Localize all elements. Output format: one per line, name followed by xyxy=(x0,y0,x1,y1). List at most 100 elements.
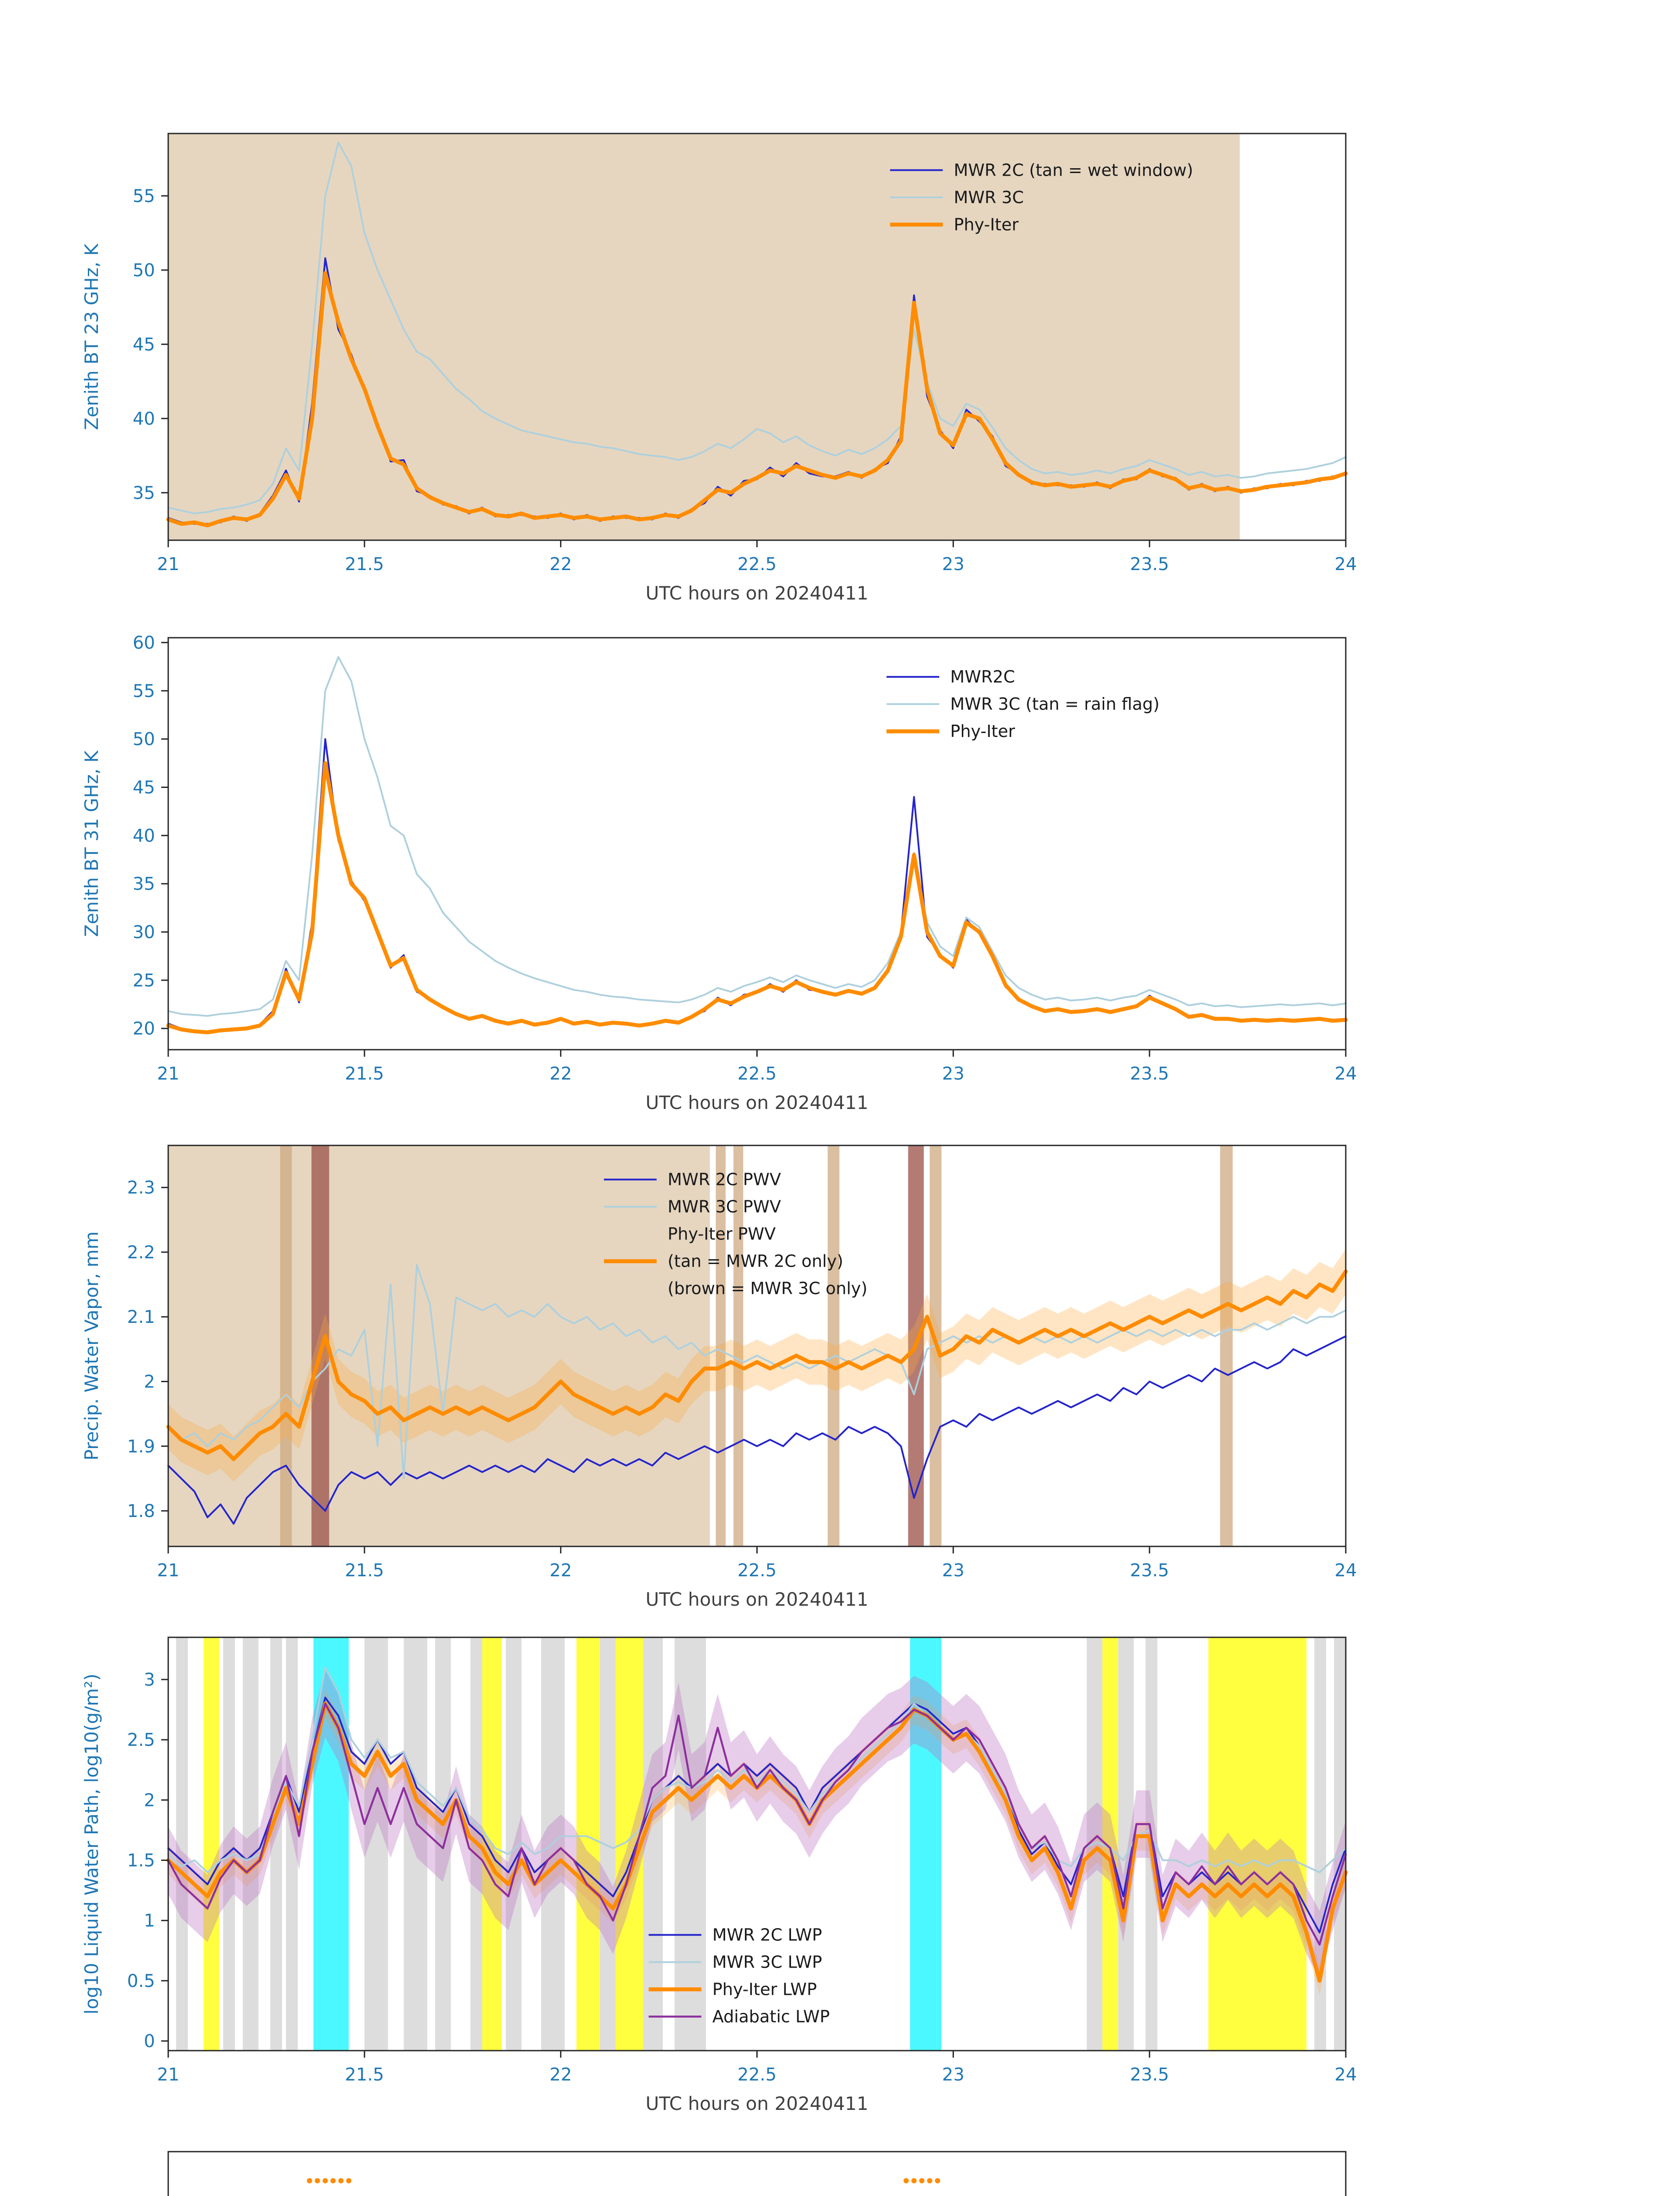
pwv-x-tick-label: 24 xyxy=(1335,1560,1357,1581)
pwv-y-axis-label: Precip. Water Vapor, mm xyxy=(81,1232,102,1461)
bt31-y-tick-label: 45 xyxy=(133,777,155,798)
pwv-x-tick-label: 23.5 xyxy=(1130,1560,1169,1581)
lwp-highlight-band xyxy=(643,1637,663,2051)
dq-flag-dot xyxy=(346,2178,352,2184)
lwp-y-tick-label: 0 xyxy=(144,2031,155,2052)
bt31-legend-label: MWR2C xyxy=(950,667,1015,686)
bt31-plot-frame xyxy=(167,637,1347,1051)
bt31-y-tick-label: 30 xyxy=(133,922,155,943)
lwp-legend-label: MWR 2C LWP xyxy=(712,1925,822,1945)
bt31-y-tick-label: 35 xyxy=(133,874,155,894)
bt31-phyiter-line xyxy=(166,761,1348,1034)
bt23-x-tick-label: 23.5 xyxy=(1130,554,1169,574)
bt23-x-tick-label: 24 xyxy=(1335,554,1357,574)
bt31-x-axis-label: UTC hours on 20240411 xyxy=(646,1092,869,1113)
pwv-x-tick-label: 23 xyxy=(942,1560,965,1581)
bt23-legend-label: MWR 3C xyxy=(954,188,1024,207)
bt31-x-tick-label: 21 xyxy=(157,1064,180,1084)
pwv-legend-label: (brown = MWR 3C only) xyxy=(668,1279,867,1298)
lwp-highlight-band xyxy=(1208,1637,1307,2051)
panel-bt31-plot: 21 21.5 22 22.5 23 23.5 24 20 25 30 35 40 45 50 55 60 UT… xyxy=(81,633,1357,1113)
bt23-x-axis-label: UTC hours on 20240411 xyxy=(646,582,869,604)
bt31-legend-label: MWR 3C (tan = rain flag) xyxy=(950,694,1160,714)
bt31-y-tick-label: 55 xyxy=(133,681,155,701)
pwv-x-axis-label: UTC hours on 20240411 xyxy=(646,1589,869,1610)
lwp-highlight-band xyxy=(223,1637,235,2051)
pwv-phyiter-uncertainty-band xyxy=(168,1249,1346,1482)
dq-flag-dot xyxy=(935,2178,940,2184)
lwp-highlight-band xyxy=(674,1637,706,2051)
pwv-y-tick-label: 2.2 xyxy=(127,1242,155,1263)
pwv-highlight-band xyxy=(280,1145,292,1546)
lwp-highlight-band xyxy=(270,1637,282,2051)
pwv-highlight-band xyxy=(168,1145,710,1546)
pwv-highlight-band xyxy=(827,1145,840,1546)
bt23-legend-label: MWR 2C (tan = wet window) xyxy=(954,160,1193,180)
dq-flag-dot xyxy=(919,2178,925,2184)
lwp-x-tick-label: 22 xyxy=(549,2065,572,2085)
lwp-y-tick-label: 1.5 xyxy=(127,1851,155,1871)
lwp-x-tick-label: 24 xyxy=(1335,2065,1357,2085)
bt23-y-tick-label: 55 xyxy=(133,186,155,206)
dq-flag-dot xyxy=(911,2178,917,2184)
lwp-legend-label: Phy-Iter LWP xyxy=(712,1980,817,1999)
bt23-x-tick-label: 22.5 xyxy=(737,554,777,574)
lwp-highlight-band xyxy=(286,1637,298,2051)
bt31-x-tick-label: 24 xyxy=(1335,1064,1357,1084)
bt31-y-tick-label: 40 xyxy=(133,826,155,846)
bt23-mwr3c-line xyxy=(167,141,1347,515)
lwp-highlight-band xyxy=(910,1637,942,2051)
lwp-highlight-band xyxy=(404,1637,427,2051)
pwv-highlight-band xyxy=(715,1145,726,1546)
bt31-mwr3c-line xyxy=(167,656,1347,1017)
pwv-legend-label: MWR 2C PWV xyxy=(668,1170,781,1189)
lwp-legend-label: MWR 3C LWP xyxy=(712,1953,822,1972)
pwv-y-tick-label: 1.9 xyxy=(127,1437,155,1457)
lwp-x-tick-label: 21.5 xyxy=(345,2065,384,2085)
pwv-y-tick-label: 2.3 xyxy=(127,1178,155,1198)
bt31-y-tick-label: 50 xyxy=(133,730,155,750)
lwp-y-tick-label: 2 xyxy=(144,1790,155,1810)
bt23-y-axis-label: Zenith BT 23 GHz, K xyxy=(81,243,102,430)
dq-flag-dot xyxy=(322,2178,328,2184)
lwp-y-tick-label: 0.5 xyxy=(127,1971,155,1991)
lwp-x-tick-label: 22.5 xyxy=(737,2065,777,2085)
lwp-y-axis-label: log10 Liquid Water Path, log10(g/m²) xyxy=(81,1673,102,2014)
dq-flag-dot xyxy=(338,2178,344,2184)
bt23-x-tick-label: 23 xyxy=(942,554,965,574)
pwv-x-tick-label: 22 xyxy=(549,1560,572,1581)
pwv-x-tick-label: 21.5 xyxy=(345,1560,384,1581)
pwv-mwr2c-line xyxy=(167,1335,1347,1525)
lwp-y-tick-label: 1 xyxy=(144,1911,155,1931)
bt31-x-tick-label: 23 xyxy=(942,1064,965,1084)
bt23-phyiter-line xyxy=(166,271,1348,527)
bt31-y-axis-label: Zenith BT 31 GHz, K xyxy=(81,750,102,937)
pwv-highlight-band xyxy=(733,1145,744,1546)
lwp-adiabatic-uncertainty-band xyxy=(168,1670,1346,1979)
lwp-highlight-band xyxy=(176,1637,188,2051)
pwv-legend-label: MWR 3C PWV xyxy=(668,1197,781,1217)
lwp-highlight-band xyxy=(1334,1637,1346,2051)
bt31-mwr2c-line xyxy=(167,738,1347,1033)
bt23-x-tick-label: 21 xyxy=(157,554,180,574)
pwv-x-tick-label: 22.5 xyxy=(737,1560,777,1581)
lwp-x-axis-label: UTC hours on 20240411 xyxy=(646,2093,869,2114)
bt31-x-tick-label: 22 xyxy=(549,1064,572,1084)
panel-bt23-plot: 21 21.5 22 22.5 23 23.5 24 35 40 45 50 55 UTC hours … xyxy=(81,133,1357,604)
dq-flag-dot xyxy=(314,2178,320,2184)
pwv-highlight-band xyxy=(1220,1145,1233,1546)
bt23-y-tick-label: 35 xyxy=(133,483,155,503)
bt23-y-tick-label: 45 xyxy=(133,335,155,355)
lwp-y-tick-label: 3 xyxy=(144,1670,155,1690)
pwv-mwr3c-line xyxy=(167,1264,1347,1480)
bt31-x-tick-label: 21.5 xyxy=(345,1064,384,1084)
lwp-x-tick-label: 23 xyxy=(942,2065,965,2085)
pwv-y-tick-label: 2.1 xyxy=(127,1307,155,1327)
pwv-phyiter-line xyxy=(166,1269,1348,1461)
bt31-legend-label: Phy-Iter xyxy=(950,722,1015,741)
lwp-y-tick-label: 2.5 xyxy=(127,1730,155,1750)
pwv-y-tick-label: 2 xyxy=(144,1372,155,1392)
lwp-adiabatic-line xyxy=(167,1702,1347,1946)
panel-pwv-plot: 21 21.5 22 22.5 23 23.5 24 1.8 1.9 2 2.1 2.2 2.3 UTC … xyxy=(81,1145,1357,1610)
